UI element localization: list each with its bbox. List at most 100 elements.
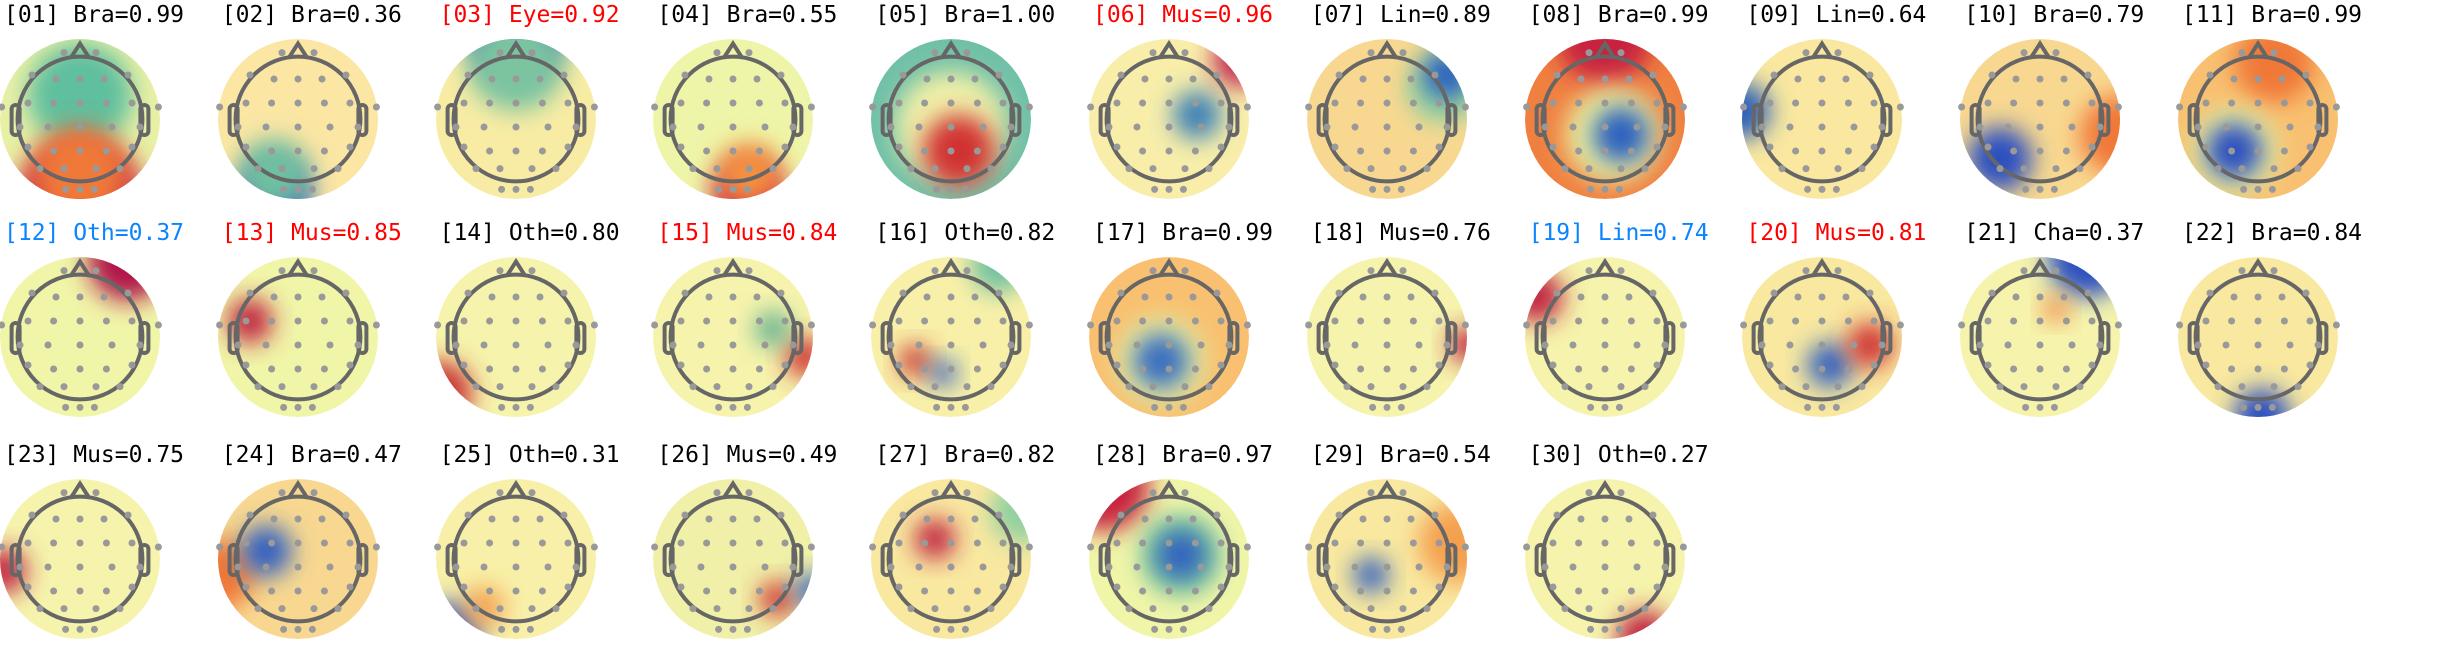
electrode — [2068, 123, 2076, 131]
electrode — [729, 75, 737, 83]
electrode — [1834, 49, 1842, 57]
electrode — [1189, 293, 1197, 301]
electrode — [971, 515, 979, 523]
electrode — [1359, 75, 1367, 83]
electrode — [128, 317, 136, 325]
scalp-map — [1304, 39, 1469, 199]
electrode — [869, 103, 877, 111]
electrode — [1617, 383, 1625, 391]
electrode — [76, 539, 84, 547]
scalp-map — [1740, 39, 1905, 199]
electrode — [536, 75, 544, 83]
electrode — [1139, 539, 1147, 547]
electrode — [1794, 293, 1802, 301]
electrode — [1113, 583, 1121, 591]
electrode — [485, 587, 493, 595]
electrode — [1958, 103, 1966, 111]
electrode — [24, 583, 32, 591]
electrode — [1399, 383, 1407, 391]
electrode — [756, 147, 764, 155]
electrode — [52, 293, 60, 301]
electrode — [1585, 49, 1593, 57]
electrode — [485, 99, 493, 107]
electrode — [1958, 321, 1966, 329]
electrode — [2306, 99, 2314, 107]
electrode — [1335, 71, 1343, 79]
electrode — [2088, 99, 2096, 107]
electrode — [433, 543, 441, 551]
electrode — [2270, 267, 2278, 275]
electrode — [108, 341, 116, 349]
electrode — [713, 49, 721, 57]
electrode — [1858, 165, 1866, 173]
electrode — [681, 71, 689, 79]
electrode — [1549, 143, 1557, 151]
scalp-map — [1522, 479, 1687, 639]
electrode — [1191, 317, 1199, 325]
electrode — [512, 293, 520, 301]
component-label: [04] Bra=0.55 — [657, 2, 838, 28]
electrode — [76, 365, 84, 373]
component-label: [01] Bra=0.99 — [4, 2, 185, 28]
electrode — [974, 147, 982, 155]
electrode — [36, 383, 44, 391]
electrode — [460, 99, 468, 107]
electrode — [915, 123, 923, 131]
electrode — [234, 123, 242, 131]
electrode — [1113, 361, 1121, 369]
electrode — [697, 123, 705, 131]
electrode — [1834, 383, 1842, 391]
electrode — [154, 103, 162, 111]
electrode — [923, 75, 931, 83]
electrode — [2076, 383, 2084, 391]
electrode — [526, 625, 534, 633]
electrode — [1522, 321, 1530, 329]
electrode — [2088, 143, 2096, 151]
electrode — [564, 583, 572, 591]
head-outline — [9, 257, 151, 402]
electrode — [1653, 539, 1661, 547]
electrode — [342, 71, 350, 79]
electrode — [963, 49, 971, 57]
electrode — [92, 489, 100, 497]
scalp-map — [651, 257, 816, 417]
component-label: [29] Bra=0.54 — [1310, 442, 1491, 468]
electrode — [560, 511, 568, 519]
electrode — [528, 49, 536, 57]
electrode — [729, 99, 737, 107]
electrode — [689, 165, 697, 173]
ear-icon — [880, 321, 893, 355]
electrode — [729, 317, 737, 325]
electrode — [999, 583, 1007, 591]
head-outline — [9, 479, 151, 624]
electrode — [697, 563, 705, 571]
electrode — [1984, 99, 1992, 107]
electrode — [294, 625, 302, 633]
electrode — [808, 321, 816, 329]
electrode — [262, 341, 270, 349]
electrode — [1627, 587, 1635, 595]
scalp-map — [1087, 39, 1251, 199]
ear-icon — [1227, 321, 1240, 355]
component-label: [03] Eye=0.92 — [439, 2, 620, 28]
electrode — [987, 383, 995, 391]
electrode — [2036, 293, 2044, 301]
scalp-map — [0, 479, 162, 639]
electrode — [1179, 625, 1187, 633]
electrode — [1139, 317, 1147, 325]
electrode — [52, 75, 60, 83]
electrode — [947, 317, 955, 325]
electrode — [24, 361, 32, 369]
map-background — [1089, 39, 1249, 199]
electrode — [1197, 563, 1205, 571]
electrode — [2004, 123, 2012, 131]
electrode — [92, 267, 100, 275]
electrode — [1151, 185, 1159, 193]
electrode — [1149, 605, 1157, 613]
electrode — [1649, 289, 1657, 297]
electrode — [512, 403, 520, 411]
electrode — [729, 539, 737, 547]
electrode — [2020, 267, 2028, 275]
electrode — [124, 511, 132, 519]
electrode — [294, 403, 302, 411]
